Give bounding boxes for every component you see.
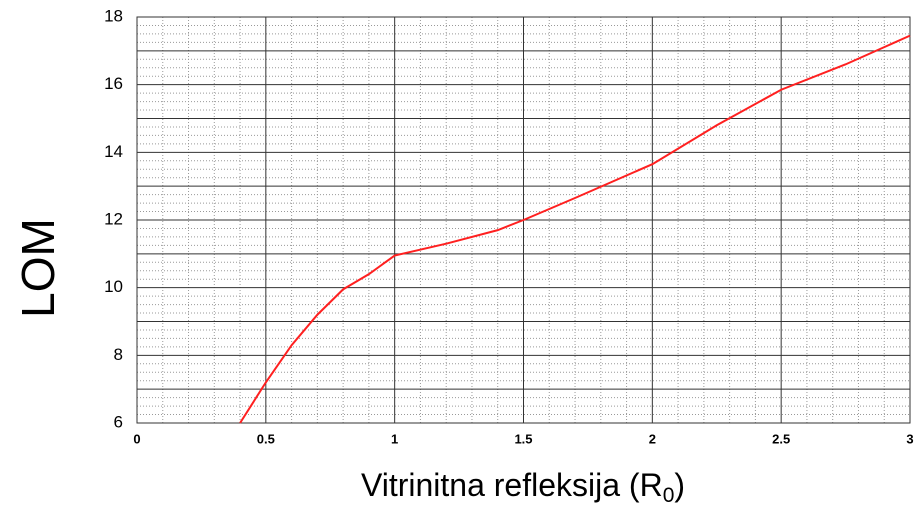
x-tick-label: 0 bbox=[133, 431, 140, 446]
x-tick-label: 0.5 bbox=[257, 431, 275, 446]
y-tick-label: 10 bbox=[104, 277, 123, 296]
x-tick-label: 2 bbox=[649, 431, 656, 446]
y-tick-label: 18 bbox=[104, 6, 123, 25]
y-tick-label: 6 bbox=[114, 412, 123, 431]
data-line bbox=[239, 34, 911, 424]
x-tick-label: 1.5 bbox=[514, 431, 532, 446]
x-tick-label: 3 bbox=[906, 431, 913, 446]
y-axis-label: LOM bbox=[12, 218, 64, 318]
x-axis-label-end: ) bbox=[674, 467, 685, 503]
y-tick-label: 14 bbox=[104, 142, 123, 161]
y-tick-label: 8 bbox=[114, 345, 123, 364]
y-tick-label: 16 bbox=[104, 74, 123, 93]
x-tick-label: 1 bbox=[391, 431, 398, 446]
y-tick-label: 12 bbox=[104, 209, 123, 228]
x-axis-label-main: Vitrinitna refleksija (R bbox=[361, 467, 663, 503]
x-tick-label: 2.5 bbox=[772, 431, 790, 446]
x-axis-label-subscript: 0 bbox=[663, 484, 675, 505]
x-axis-label: Vitrinitna refleksija (R0) bbox=[361, 467, 685, 505]
plot-frame bbox=[136, 16, 911, 424]
